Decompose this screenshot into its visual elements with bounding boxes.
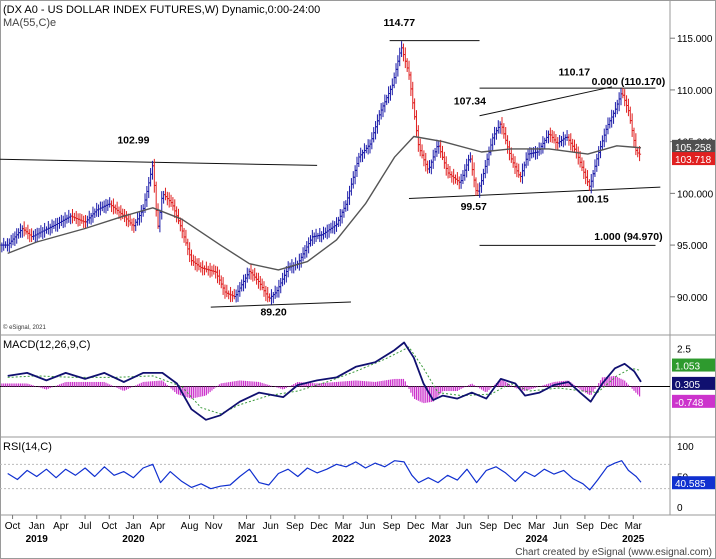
ma-value-badge: 105.258 [675, 143, 712, 154]
month-tick-label: Sep [479, 521, 497, 532]
price-annotation: 99.57 [461, 201, 487, 213]
macd-panel: 2.5 [0, 341, 691, 421]
trend-line [479, 86, 613, 117]
month-tick-label: Apr [150, 521, 166, 532]
price-annotation: 1.000 (94.970) [594, 231, 662, 243]
month-tick-label: Jun [456, 521, 472, 532]
rsi-line [7, 460, 642, 491]
month-tick-label: Nov [205, 521, 223, 532]
price-annotation: 100.15 [577, 194, 609, 206]
year-tick-label: 2021 [235, 534, 258, 545]
signal-value-badge: 1.053 [675, 362, 700, 373]
price-annotation: 114.77 [384, 17, 416, 29]
last-price-badge: 103.718 [675, 155, 712, 166]
trend-line [210, 301, 351, 308]
trend-line [0, 158, 318, 166]
price-annotation: 110.17 [559, 66, 591, 78]
price-axis-tick-label: 100.000 [677, 189, 714, 200]
watermark-text: © eSignal, 2021 [3, 324, 46, 331]
price-axis-tick-label: 95.000 [677, 241, 708, 252]
macd-value-badge: 0.305 [675, 380, 700, 391]
year-tick-label: 2025 [622, 534, 645, 545]
macd-line [7, 341, 642, 421]
year-tick-label: 2019 [26, 534, 49, 545]
rsi-value-badge-bg [672, 476, 715, 490]
price-annotation: 102.99 [117, 135, 149, 147]
ma-label: MA(55,C)e [3, 17, 56, 29]
signal-value-badge-bg [672, 358, 715, 372]
price-annotation: 89.20 [260, 306, 286, 318]
histogram-value-badge: -0.748 [675, 398, 704, 409]
month-tick-label: Dec [600, 521, 618, 532]
month-tick-label: Dec [504, 521, 522, 532]
year-tick-label: 2023 [429, 534, 452, 545]
footer-credit: Chart created by eSignal (www.esignal.co… [515, 547, 712, 558]
month-tick-label: Jun [553, 521, 569, 532]
rsi-label: RSI(14,C) [3, 441, 52, 453]
trend-line [408, 186, 661, 200]
month-tick-label: Dec [310, 521, 328, 532]
month-tick-label: Mar [528, 521, 546, 532]
month-tick-label: Mar [431, 521, 449, 532]
last-price-badge-bg [672, 152, 715, 166]
macd-signal-line [7, 346, 642, 415]
macd-label: MACD(12,26,9,C) [3, 339, 90, 351]
macd-axis-tick-label: 2.5 [677, 345, 691, 356]
rsi-axis-tick-label: 100 [677, 442, 694, 453]
month-tick-label: Sep [286, 521, 304, 532]
month-tick-label: Jun [263, 521, 279, 532]
rsi-value-badge: 40.585 [675, 479, 706, 490]
month-tick-label: Jul [79, 521, 92, 532]
ma-line [7, 135, 642, 271]
month-tick-label: Mar [238, 521, 256, 532]
month-tick-label: Sep [576, 521, 594, 532]
month-tick-label: Mar [335, 521, 353, 532]
price-annotation: 107.34 [454, 95, 486, 107]
month-tick-label: Jan [29, 521, 45, 532]
ma-value-badge-bg [672, 139, 715, 153]
month-tick-label: Sep [383, 521, 401, 532]
year-tick-label: 2022 [332, 534, 355, 545]
month-tick-label: Oct [5, 521, 21, 532]
price-axis-tick-label: 115.000 [677, 34, 713, 45]
histogram-value-badge-bg [672, 394, 715, 408]
month-tick-label: Mar [625, 521, 643, 532]
year-tick-label: 2024 [525, 534, 548, 545]
macd-value-badge-bg [672, 376, 715, 390]
month-tick-label: Apr [53, 521, 69, 532]
month-tick-label: Aug [181, 521, 199, 532]
month-tick-label: Jan [125, 521, 141, 532]
price-annotation: 0.000 (110.170) [592, 76, 666, 88]
rsi-axis-tick-label: 0 [677, 503, 683, 514]
price-axis-tick-label: 90.000 [677, 293, 708, 304]
time-axis: Oct Jan Apr Jul Oct Jan Apr Aug Nov Mar Jun Sep Dec M… [5, 515, 645, 545]
year-tick-label: 2020 [122, 534, 145, 545]
chart-title: (DX A0 - US DOLLAR INDEX FUTURES,W) Dyna… [3, 4, 320, 16]
month-tick-label: Oct [101, 521, 117, 532]
month-tick-label: Dec [407, 521, 425, 532]
price-axis-tick-label: 110.000 [677, 86, 713, 97]
month-tick-label: Jun [359, 521, 375, 532]
